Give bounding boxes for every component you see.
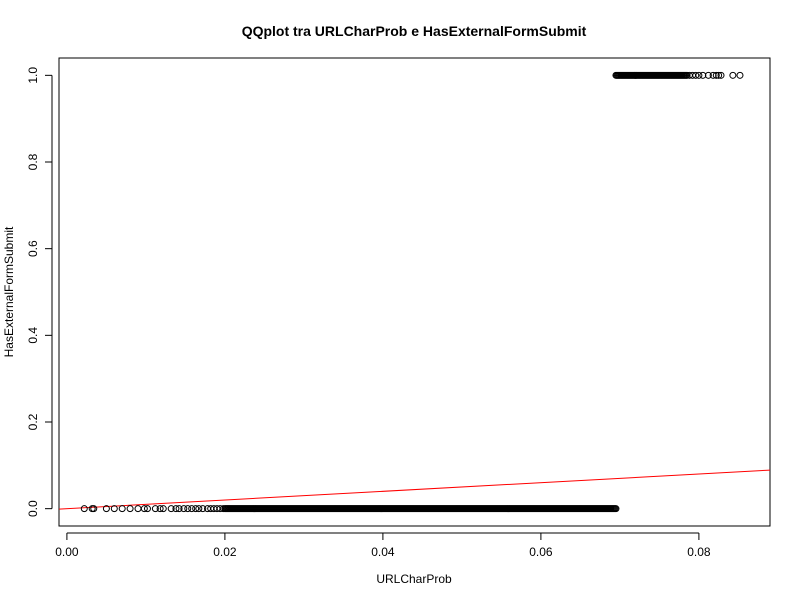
- data-point: [175, 505, 183, 513]
- data-point: [102, 505, 110, 513]
- points-group: [80, 71, 744, 513]
- x-tick-label: 0.00: [55, 545, 79, 559]
- data-point: [184, 505, 192, 513]
- data-point: [118, 505, 126, 513]
- data-point: [695, 71, 703, 79]
- data-point: [199, 505, 207, 513]
- data-point: [736, 71, 744, 79]
- data-point: [172, 505, 180, 513]
- data-point: [715, 71, 723, 79]
- data-point: [167, 505, 175, 513]
- y-tick-label: 1.0: [26, 67, 40, 84]
- x-tick-label: 0.06: [529, 545, 553, 559]
- data-point: [717, 71, 725, 79]
- x-tick-label: 0.02: [213, 545, 237, 559]
- data-point: [156, 505, 164, 513]
- y-tick-label: 0.8: [26, 153, 40, 170]
- data-point: [180, 505, 188, 513]
- data-point: [729, 71, 737, 79]
- x-axis-label: URLCharProb: [376, 572, 452, 586]
- x-tick-label: 0.08: [687, 545, 711, 559]
- data-point: [159, 505, 167, 513]
- data-point: [126, 505, 134, 513]
- data-point: [192, 505, 200, 513]
- y-tick-label: 0.4: [26, 327, 40, 344]
- data-point: [612, 505, 620, 513]
- plot-area-box: [58, 57, 771, 527]
- data-point: [692, 71, 700, 79]
- data-point: [90, 505, 98, 513]
- data-point: [140, 505, 148, 513]
- x-axis: 0.00 0.02 0.04 0.06 0.08: [55, 532, 711, 559]
- data-point: [195, 505, 203, 513]
- data-point: [134, 505, 142, 513]
- y-axis-label: HasExternalFormSubmit: [2, 226, 16, 357]
- data-point: [110, 505, 118, 513]
- y-tick-label: 0.6: [26, 240, 40, 257]
- data-point: [151, 505, 159, 513]
- data-point: [712, 71, 720, 79]
- reference-line: [58, 469, 771, 510]
- x-tick-label: 0.04: [371, 545, 395, 559]
- chart-title: QQplot tra URLCharProb e HasExternalForm…: [242, 23, 587, 39]
- data-point: [143, 505, 151, 513]
- data-point: [188, 505, 196, 513]
- y-tick-label: 0.2: [26, 413, 40, 430]
- data-point: [704, 71, 712, 79]
- y-tick-label: 0.0: [26, 500, 40, 517]
- y-axis: 0.0 0.2 0.4 0.6 0.8 1.0: [26, 67, 53, 517]
- data-point: [80, 505, 88, 513]
